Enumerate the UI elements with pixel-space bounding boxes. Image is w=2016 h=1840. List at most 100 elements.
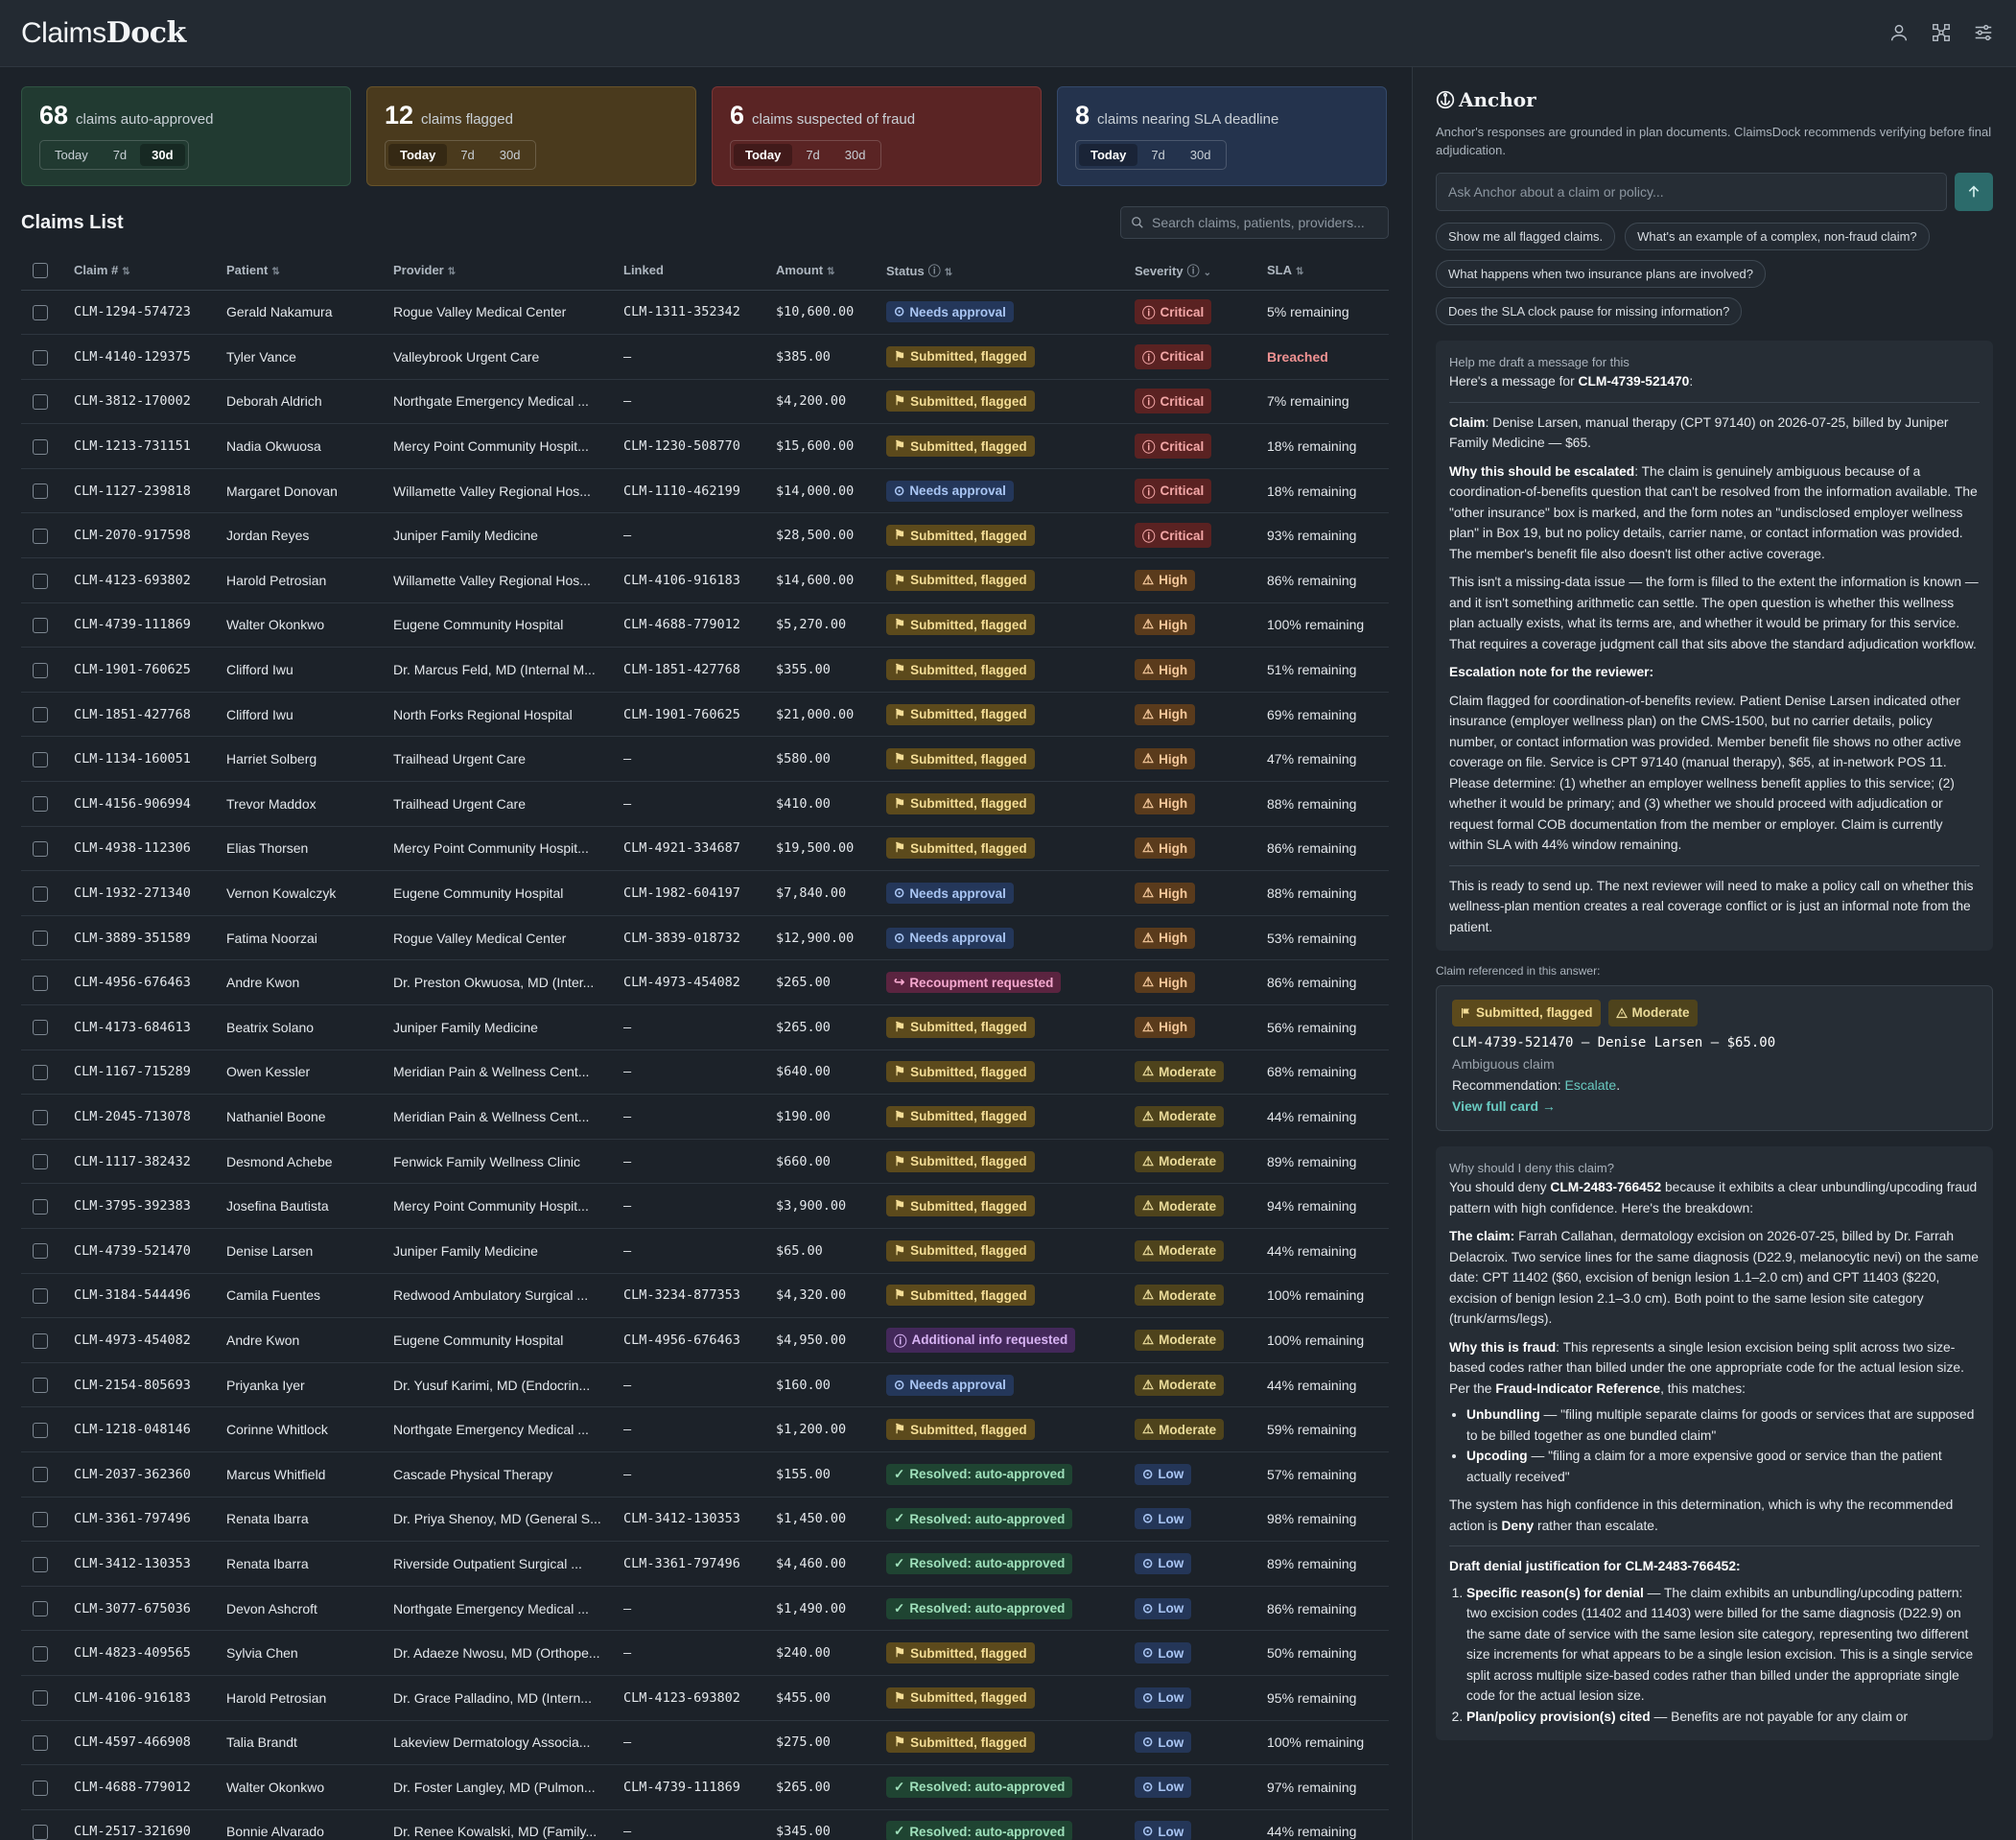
row-select[interactable] [21, 602, 74, 649]
table-row[interactable]: CLM-3795-392383 Josefina Bautista Mercy Po… [21, 1183, 1389, 1229]
row-select[interactable] [21, 870, 74, 916]
table-row[interactable]: CLM-4739-111869 Walter Okonkwo Eugene Comm… [21, 602, 1389, 649]
linked-claim[interactable]: CLM-4973-454082 [623, 959, 776, 1005]
linked-claim[interactable]: CLM-4106-916183 [623, 557, 776, 603]
info-icon[interactable]: ⓘ [927, 264, 941, 279]
range-7d[interactable]: 7d [1151, 148, 1165, 162]
row-checkbox[interactable] [33, 841, 48, 858]
row-checkbox[interactable] [33, 796, 48, 813]
column-header-sla[interactable]: SLA ⇅ [1267, 251, 1389, 291]
claim-number[interactable]: CLM-1294-574723 [74, 290, 226, 336]
sort-icon[interactable]: ⇅ [271, 267, 280, 278]
claim-number[interactable]: CLM-4597-466908 [74, 1720, 226, 1766]
linked-claim[interactable]: CLM-1982-604197 [623, 870, 776, 916]
row-select[interactable] [21, 1094, 74, 1140]
row-select[interactable] [21, 1139, 74, 1185]
row-checkbox[interactable] [33, 1556, 48, 1572]
row-select[interactable] [21, 1406, 74, 1452]
row-checkbox[interactable] [33, 1333, 48, 1349]
claim-number[interactable]: CLM-4123-693802 [74, 557, 226, 603]
claim-number[interactable]: CLM-3184-544496 [74, 1273, 226, 1319]
row-select[interactable] [21, 1675, 74, 1721]
column-header-claim[interactable]: Claim # ⇅ [74, 251, 226, 291]
suggestion-chip[interactable]: What's an example of a complex, non-frau… [1625, 223, 1930, 250]
table-row[interactable]: CLM-3077-675036 Devon Ashcroft Northgate E… [21, 1586, 1389, 1632]
claim-number[interactable]: CLM-4140-129375 [74, 334, 226, 380]
table-row[interactable]: CLM-1213-731151 Nadia Okwuosa Mercy Point … [21, 423, 1389, 469]
range-30d[interactable]: 30d [1189, 148, 1211, 162]
table-row[interactable]: CLM-2154-805693 Priyanka Iyer Dr. Yusuf Ka… [21, 1362, 1389, 1408]
table-row[interactable]: CLM-1127-239818 Margaret Donovan Willamett… [21, 468, 1389, 514]
table-row[interactable]: CLM-4597-466908 Talia Brandt Lakeview Derm… [21, 1720, 1389, 1766]
row-checkbox[interactable] [33, 349, 48, 366]
column-header-provider[interactable]: Provider ⇅ [393, 251, 623, 291]
linked-claim[interactable]: CLM-1901-760625 [623, 692, 776, 738]
row-select[interactable] [21, 692, 74, 738]
table-row[interactable]: CLM-1294-574723 Gerald Nakamura Rogue Vall… [21, 290, 1389, 336]
suggestion-chip[interactable]: Show me all flagged claims. [1436, 223, 1616, 250]
row-select[interactable] [21, 334, 74, 380]
row-checkbox[interactable] [33, 1645, 48, 1662]
row-checkbox[interactable] [33, 618, 48, 634]
claim-number[interactable]: CLM-4956-676463 [74, 959, 226, 1005]
range-7d[interactable]: 7d [460, 148, 475, 162]
row-checkbox[interactable] [33, 1780, 48, 1796]
row-select[interactable] [21, 557, 74, 603]
linked-claim[interactable]: CLM-4123-693802 [623, 1675, 776, 1721]
range-30d[interactable]: 30d [499, 148, 521, 162]
table-row[interactable]: CLM-4140-129375 Tyler Vance Valleybrook Ur… [21, 334, 1389, 380]
table-row[interactable]: CLM-3184-544496 Camila Fuentes Redwood Amb… [21, 1273, 1389, 1319]
row-select[interactable] [21, 290, 74, 336]
row-checkbox[interactable] [33, 1198, 48, 1215]
linked-claim[interactable]: CLM-4921-334687 [623, 826, 776, 872]
linked-claim[interactable]: CLM-3839-018732 [623, 915, 776, 961]
claim-number[interactable]: CLM-3361-797496 [74, 1497, 226, 1543]
column-header-severity[interactable]: Severity ⓘ ⌄ [1135, 251, 1267, 291]
table-row[interactable]: CLM-1167-715289 Owen Kessler Meridian Pain… [21, 1050, 1389, 1096]
row-select[interactable] [21, 1317, 74, 1363]
table-row[interactable]: CLM-2045-713078 Nathaniel Boone Meridian P… [21, 1094, 1389, 1140]
claim-number[interactable]: CLM-1213-731151 [74, 423, 226, 469]
table-row[interactable]: CLM-2037-362360 Marcus Whitfield Cascade P… [21, 1451, 1389, 1498]
header-select-all[interactable] [21, 251, 74, 291]
row-select[interactable] [21, 468, 74, 514]
row-select[interactable] [21, 1183, 74, 1229]
column-header-status[interactable]: Status ⓘ ⇅ [886, 251, 1135, 291]
row-select[interactable] [21, 423, 74, 469]
row-checkbox[interactable] [33, 528, 48, 544]
claim-number[interactable]: CLM-2070-917598 [74, 512, 226, 559]
referenced-claim-card[interactable]: Submitted, flagged Moderate CLM-4739-521… [1436, 985, 1993, 1131]
claim-number[interactable]: CLM-3412-130353 [74, 1541, 226, 1587]
table-row[interactable]: CLM-3812-170002 Deborah Aldrich Northgate … [21, 379, 1389, 425]
sort-icon[interactable]: ⇅ [122, 267, 130, 278]
range-today[interactable]: Today [55, 148, 88, 162]
row-select[interactable] [21, 736, 74, 783]
row-checkbox[interactable] [33, 931, 48, 947]
table-row[interactable]: CLM-1218-048146 Corinne Whitlock Northgate… [21, 1406, 1389, 1452]
range-today[interactable]: Today [388, 144, 448, 166]
row-select[interactable] [21, 1050, 74, 1096]
claim-number[interactable]: CLM-2517-321690 [74, 1809, 226, 1840]
claim-number[interactable]: CLM-2045-713078 [74, 1094, 226, 1140]
column-header-patient[interactable]: Patient ⇅ [226, 251, 393, 291]
table-row[interactable]: CLM-3889-351589 Fatima Noorzai Rogue Valle… [21, 915, 1389, 961]
linked-claim[interactable]: CLM-1230-508770 [623, 423, 776, 469]
row-checkbox[interactable] [33, 975, 48, 991]
row-checkbox[interactable] [33, 1690, 48, 1707]
table-row[interactable]: CLM-4823-409565 Sylvia Chen Dr. Adaeze Nwo… [21, 1630, 1389, 1676]
range-7d[interactable]: 7d [806, 148, 820, 162]
row-checkbox[interactable] [33, 1109, 48, 1125]
row-checkbox[interactable] [33, 573, 48, 589]
claim-number[interactable]: CLM-1901-760625 [74, 647, 226, 693]
table-row[interactable]: CLM-2517-321690 Bonnie Alvarado Dr. Renee … [21, 1809, 1389, 1840]
linked-claim[interactable]: CLM-4688-779012 [623, 602, 776, 649]
linked-claim[interactable]: CLM-3361-797496 [623, 1541, 776, 1587]
row-select[interactable] [21, 1541, 74, 1587]
row-select[interactable] [21, 781, 74, 827]
claim-number[interactable]: CLM-3812-170002 [74, 379, 226, 425]
row-checkbox[interactable] [33, 1154, 48, 1170]
table-row[interactable]: CLM-4938-112306 Elias Thorsen Mercy Point … [21, 826, 1389, 872]
send-button[interactable] [1955, 173, 1993, 211]
claim-number[interactable]: CLM-3077-675036 [74, 1586, 226, 1632]
row-select[interactable] [21, 1004, 74, 1050]
